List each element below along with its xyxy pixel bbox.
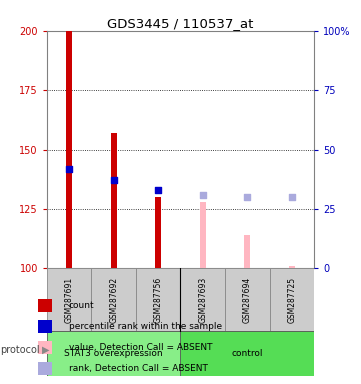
Point [244, 194, 250, 200]
Bar [180, 268, 225, 331]
Text: count: count [69, 301, 94, 310]
Bar [225, 268, 270, 331]
Bar [270, 268, 314, 331]
Bar [38, 299, 52, 312]
Text: protocol: protocol [0, 345, 40, 355]
Point [289, 194, 295, 200]
Bar [66, 31, 72, 268]
Text: rank, Detection Call = ABSENT: rank, Detection Call = ABSENT [69, 364, 208, 373]
Text: GSM287756: GSM287756 [154, 276, 163, 323]
Bar [136, 268, 180, 331]
Bar [38, 362, 52, 376]
Bar [180, 331, 314, 376]
Bar [91, 268, 136, 331]
Text: GSM287725: GSM287725 [287, 276, 296, 323]
Point [200, 192, 206, 198]
Point [155, 187, 161, 193]
Bar [289, 266, 295, 268]
Text: STAT3 overexpression: STAT3 overexpression [64, 349, 163, 358]
Bar [200, 202, 206, 268]
Bar [111, 133, 117, 268]
Title: GDS3445 / 110537_at: GDS3445 / 110537_at [107, 17, 254, 30]
Text: percentile rank within the sample: percentile rank within the sample [69, 322, 222, 331]
Text: GSM287694: GSM287694 [243, 276, 252, 323]
Bar [244, 235, 250, 268]
Bar [38, 341, 52, 354]
Bar [38, 319, 52, 333]
Text: GSM287693: GSM287693 [198, 276, 207, 323]
Point [66, 166, 72, 172]
Text: ▶: ▶ [42, 345, 49, 355]
Text: GSM287691: GSM287691 [65, 276, 74, 323]
Point [111, 177, 117, 184]
Text: value, Detection Call = ABSENT: value, Detection Call = ABSENT [69, 343, 212, 352]
Bar [47, 268, 91, 331]
Text: control: control [231, 349, 263, 358]
Bar [47, 331, 180, 376]
Text: GSM287692: GSM287692 [109, 276, 118, 323]
Bar [155, 197, 161, 268]
